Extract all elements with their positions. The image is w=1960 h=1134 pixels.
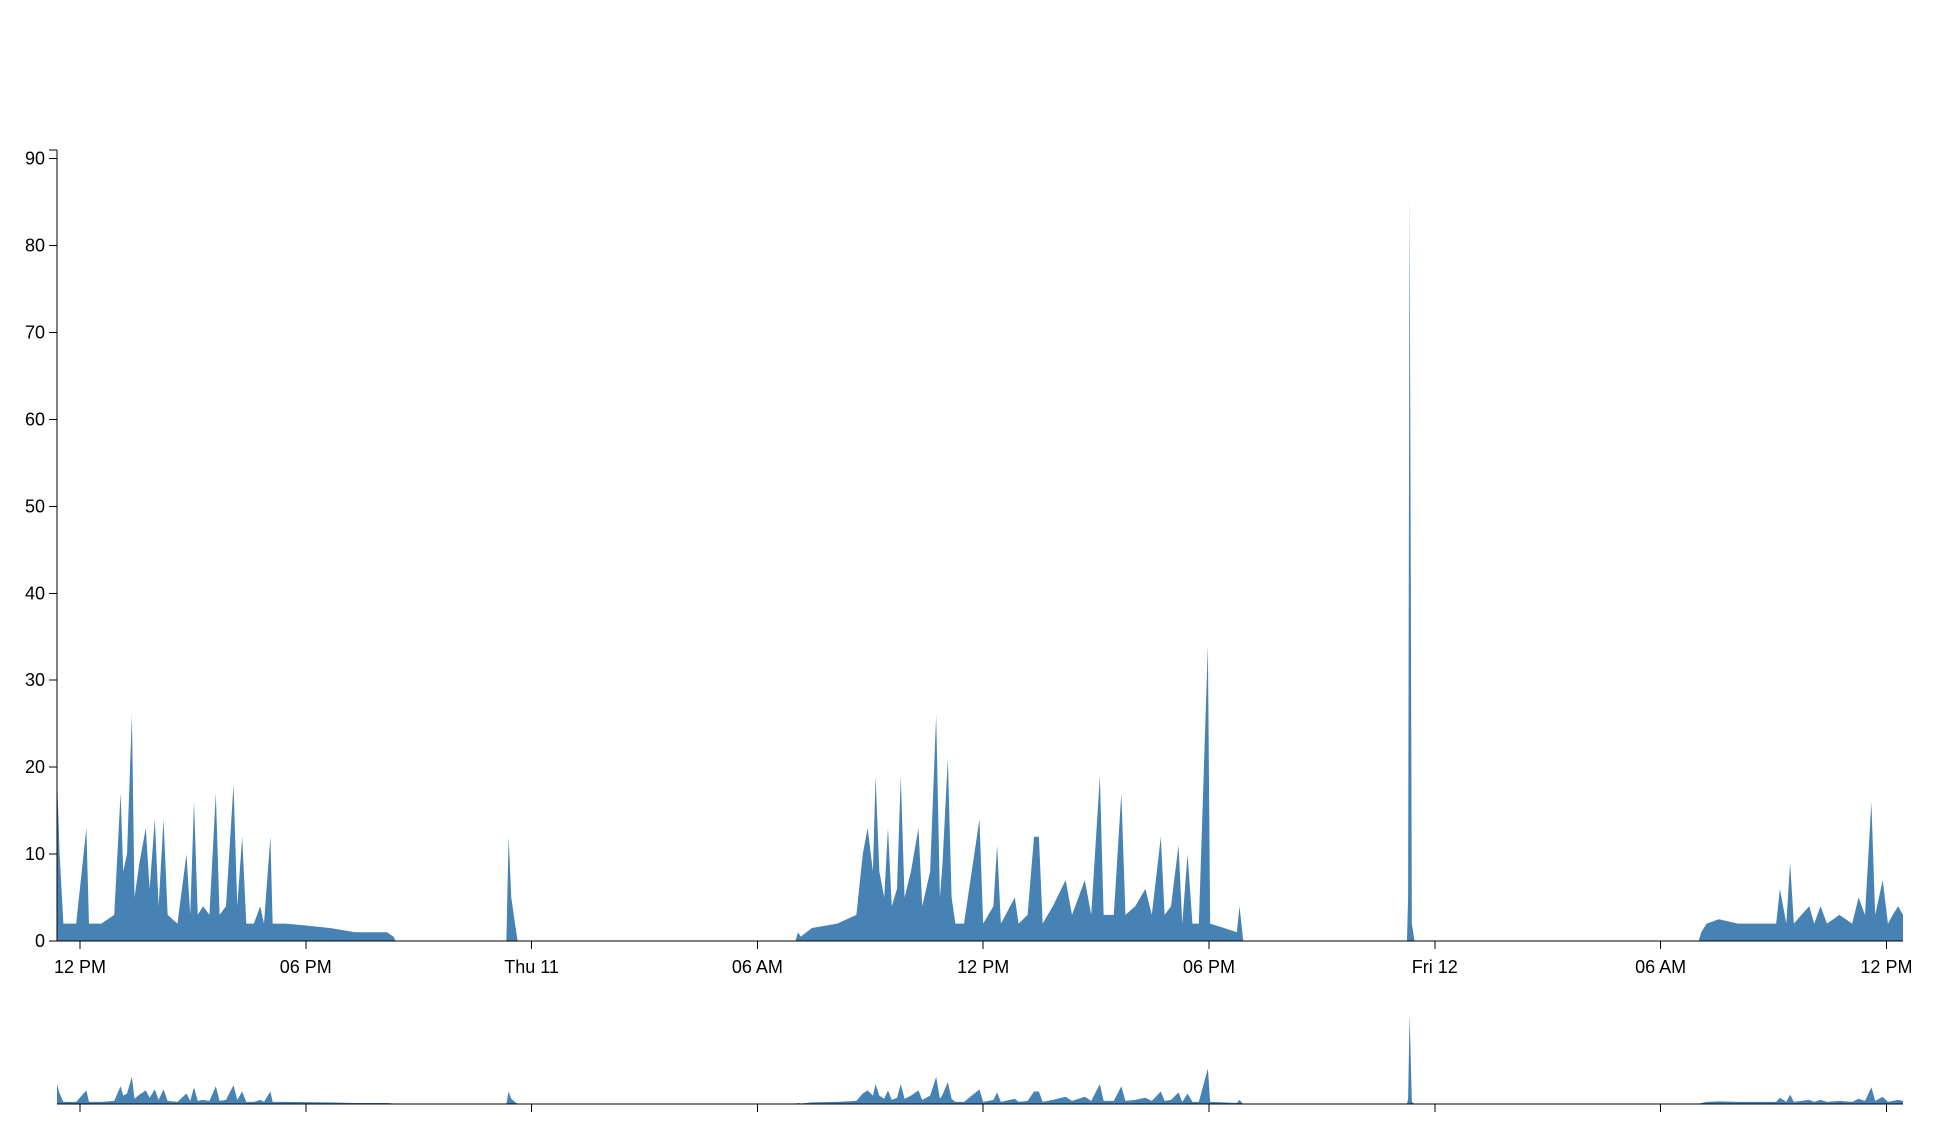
- x-axis: [57, 1103, 1903, 1112]
- y-tick-label: 20: [25, 757, 45, 777]
- x-tick-label: 06 PM: [1183, 957, 1235, 977]
- y-tick-label: 80: [25, 236, 45, 256]
- y-tick-label: 10: [25, 844, 45, 864]
- x-tick-label: 12 PM: [957, 957, 1009, 977]
- y-axis: [49, 149, 58, 942]
- area: [57, 193, 1903, 941]
- x-tick-label: 12 PM: [1860, 957, 1912, 977]
- y-tick-label: 0: [35, 931, 45, 951]
- y-tick-label: 90: [25, 149, 45, 169]
- x-tick-label: Thu 11: [504, 957, 559, 977]
- y-tick-label: 60: [25, 409, 45, 429]
- x-tick-label: 06 AM: [732, 957, 783, 977]
- y-tick-label: 30: [25, 670, 45, 690]
- x-tick-label: 12 PM: [54, 957, 106, 977]
- y-tick-label: 70: [25, 323, 45, 343]
- x-axis: [57, 940, 1903, 949]
- x-tick-label: 06 PM: [280, 957, 332, 977]
- area: [57, 1014, 1903, 1104]
- y-tick-label: 50: [25, 496, 45, 516]
- x-tick-label: 06 AM: [1635, 957, 1686, 977]
- y-tick-label: 40: [25, 583, 45, 603]
- x-tick-label: Fri 12: [1412, 957, 1458, 977]
